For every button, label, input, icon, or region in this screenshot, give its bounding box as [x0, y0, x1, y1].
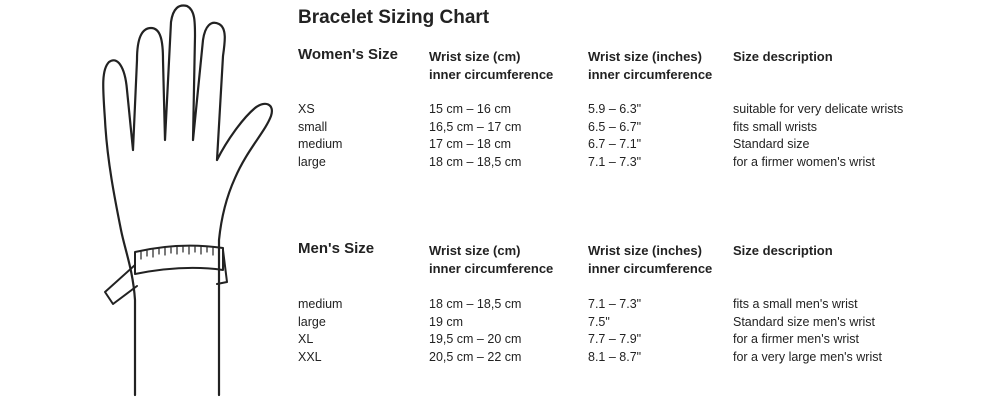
header-size-description: Size description [733, 243, 833, 258]
page-title: Bracelet Sizing Chart [298, 7, 490, 28]
row-size: XL [298, 332, 314, 347]
header-wrist-inches: Wrist size (inches) [588, 49, 702, 64]
row-wrist-cm: 15 cm – 16 cm [429, 102, 511, 116]
row-wrist-inches: 7.7 – 7.9" [588, 332, 642, 347]
row-wrist-inches: 6.5 – 6.7" [588, 119, 642, 134]
hand-measuring-tape-illustration [102, 4, 273, 397]
header-size-description: Size description [733, 49, 833, 64]
section-title: Women's Size [298, 46, 398, 63]
row-wrist-inches: 7.1 – 7.3" [588, 297, 642, 311]
row-description: fits a small men's wrist [733, 297, 858, 311]
row-description: for a firmer men's wrist [733, 332, 860, 347]
row-size: medium [298, 297, 343, 311]
row-size: large [298, 314, 326, 329]
header-wrist-inches-sub: inner circumference [588, 67, 713, 82]
row-wrist-inches: 7.1 – 7.3" [588, 155, 642, 170]
row-size: XS [298, 102, 315, 116]
row-size: small [298, 119, 328, 134]
row-wrist-cm: 18 cm – 18,5 cm [429, 297, 522, 311]
row-wrist-inches: 8.1 – 8.7" [588, 350, 642, 365]
row-description: for a very large men's wrist [733, 350, 882, 365]
row-wrist-cm: 20,5 cm – 22 cm [429, 350, 522, 365]
row-wrist-inches: 7.5" [588, 314, 610, 329]
row-description: Standard size men's wrist [733, 314, 876, 329]
row-description: suitable for very delicate wrists [733, 102, 904, 116]
section-title: Men's Size [298, 240, 375, 257]
row-wrist-cm: 16,5 cm – 17 cm [429, 119, 522, 134]
row-description: Standard size [733, 137, 810, 152]
row-description: for a firmer women's wrist [733, 155, 875, 170]
row-wrist-inches: 6.7 – 7.1" [588, 137, 642, 152]
row-wrist-cm: 19,5 cm – 20 cm [429, 332, 522, 347]
row-description: fits small wrists [733, 119, 818, 134]
header-wrist-inches: Wrist size (inches) [588, 243, 702, 258]
row-wrist-cm: 17 cm – 18 cm [429, 137, 511, 152]
header-wrist-cm-sub: inner circumference [429, 67, 554, 82]
header-wrist-cm-sub: inner circumference [429, 261, 554, 276]
row-size: large [298, 155, 326, 170]
header-wrist-inches-sub: inner circumference [588, 261, 713, 276]
row-wrist-cm: 19 cm [429, 314, 464, 329]
row-wrist-cm: 18 cm – 18,5 cm [429, 155, 522, 170]
row-size: XXL [298, 350, 322, 365]
row-wrist-inches: 5.9 – 6.3" [588, 102, 642, 116]
header-wrist-cm: Wrist size (cm) [429, 243, 521, 258]
header-wrist-cm: Wrist size (cm) [429, 49, 521, 64]
row-size: medium [298, 137, 343, 152]
